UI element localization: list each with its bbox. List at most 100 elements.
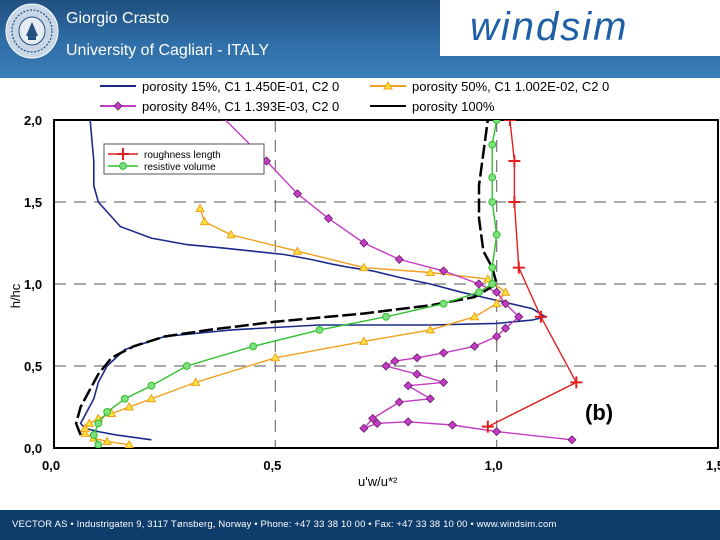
data-point — [124, 401, 135, 411]
data-point — [475, 288, 483, 297]
legend-item: porosity 84%, C1 1.393E-03, C2 0 — [100, 99, 339, 114]
y-tick-label: 0,5 — [24, 359, 42, 374]
data-point — [492, 230, 501, 239]
plot-frame — [53, 119, 719, 449]
data-point — [500, 287, 511, 296]
data-point — [382, 312, 390, 321]
series-layer — [74, 120, 583, 448]
data-point — [323, 213, 334, 223]
panel-label: (b) — [585, 400, 613, 425]
data-point — [292, 246, 303, 255]
data-point — [488, 173, 497, 182]
legend-item: porosity 15%, C1 1.450E-01, C2 0 — [100, 79, 339, 94]
data-point — [89, 430, 98, 439]
data-point — [119, 162, 127, 170]
data-point — [403, 417, 413, 427]
data-point — [394, 397, 404, 407]
data-point — [199, 216, 210, 226]
legend-item: porosity 50%, C1 1.002E-02, C2 0 — [370, 79, 609, 94]
data-point — [113, 101, 123, 111]
data-point — [94, 419, 103, 428]
legend-item: porosity 100% — [370, 99, 495, 114]
series-5 — [481, 120, 583, 433]
series-4 — [74, 120, 499, 436]
series-6 — [89, 120, 501, 448]
data-point — [492, 287, 502, 297]
legend-label: porosity 15%, C1 1.450E-01, C2 0 — [142, 79, 339, 94]
data-point — [492, 331, 502, 342]
x-tick-label: 0,0 — [42, 458, 60, 473]
data-point — [195, 203, 205, 213]
author-name: Giorgio Crasto — [66, 10, 170, 27]
affiliation: University of Cagliari - ITALY — [66, 42, 270, 59]
x-tick-labels: 0,0 0,5 1,0 1,5 — [42, 458, 720, 473]
y-tick-labels: 0,0 0,5 1,0 1,5 2,0 — [24, 113, 42, 456]
inner-legend-box — [103, 143, 265, 175]
university-seal-icon — [5, 3, 59, 59]
x-tick-label: 1,0 — [485, 458, 503, 473]
data-point — [381, 361, 391, 371]
footer-contact: VECTOR AS • Industrigaten 9, 3117 Tønsbe… — [12, 519, 557, 530]
y-tick-label: 1,0 — [24, 277, 42, 292]
data-point — [439, 299, 448, 308]
data-point — [469, 341, 480, 351]
data-point — [182, 362, 191, 370]
x-tick-label: 0,5 — [263, 458, 281, 473]
data-point — [488, 280, 497, 288]
data-point — [491, 298, 502, 308]
data-point — [447, 420, 457, 430]
data-point — [394, 254, 404, 264]
data-point — [425, 324, 436, 334]
data-point — [383, 80, 393, 90]
brand-panel — [440, 0, 720, 56]
x-tick-label: 1,5 — [706, 458, 720, 473]
data-point — [403, 381, 413, 391]
data-point — [512, 261, 525, 274]
series-3 — [220, 120, 577, 445]
data-point — [190, 377, 201, 386]
data-point — [359, 336, 369, 345]
data-point — [488, 198, 497, 206]
data-point — [469, 311, 480, 321]
data-point — [226, 229, 236, 239]
data-point — [482, 274, 493, 283]
data-point — [425, 267, 436, 277]
y-tick-label: 1,5 — [24, 195, 42, 210]
data-point — [425, 394, 435, 404]
data-point — [412, 353, 422, 363]
legend-item: roughness length — [108, 148, 221, 161]
data-point — [80, 428, 90, 437]
data-point — [492, 427, 502, 437]
data-point — [508, 196, 521, 208]
data-point — [488, 140, 497, 149]
data-point — [503, 120, 516, 126]
data-point — [117, 148, 129, 160]
data-point — [124, 439, 134, 448]
legend-top: porosity 15%, C1 1.450E-01, C2 0 porosity… — [100, 79, 609, 114]
windsim-logo: windsim — [470, 5, 628, 49]
data-point — [474, 279, 484, 289]
data-point — [481, 420, 494, 433]
legend-label: porosity 100% — [412, 99, 495, 114]
brand-name: windsim — [470, 5, 628, 49]
data-point — [102, 436, 112, 445]
data-point — [315, 326, 324, 334]
data-point — [492, 120, 501, 124]
data-point — [570, 376, 583, 389]
data-point — [372, 418, 382, 428]
data-point — [500, 299, 511, 309]
data-point — [220, 120, 224, 122]
data-point — [359, 238, 369, 248]
legend-label: porosity 84%, C1 1.393E-03, C2 0 — [142, 99, 339, 114]
data-point — [146, 393, 157, 403]
series-line — [79, 120, 548, 441]
data-point — [103, 408, 112, 416]
data-point — [359, 262, 369, 272]
data-point — [84, 418, 95, 427]
data-point — [500, 323, 511, 333]
data-point — [438, 348, 449, 358]
legend-item: resistive volume — [108, 162, 216, 173]
data-point — [438, 266, 449, 276]
series-1 — [79, 120, 548, 441]
